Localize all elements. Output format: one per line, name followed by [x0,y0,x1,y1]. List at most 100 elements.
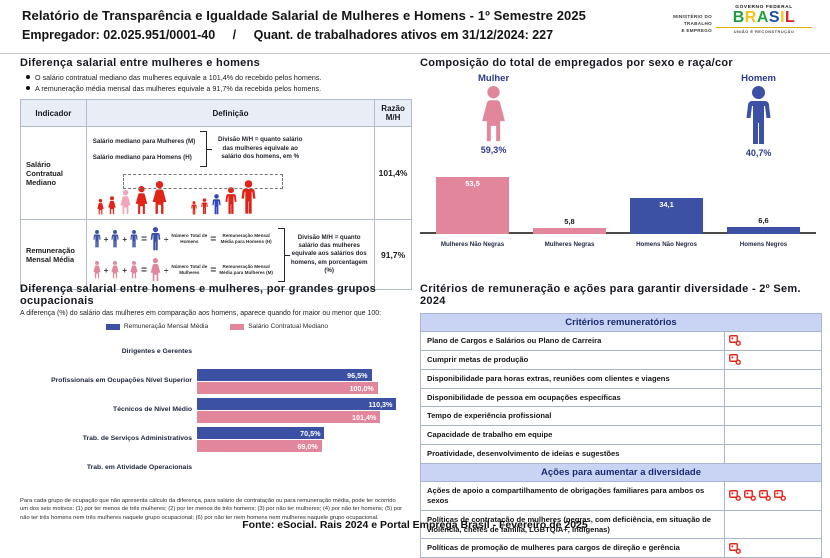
table-row: Disponibilidade para horas extras, reuni… [420,368,822,389]
red-mark-icon [759,490,771,502]
salary-gap-section: Diferença salarial entre mulheres e home… [20,57,412,290]
red-mark-icon [729,335,741,347]
brasil-wordmark: BRASIL [732,9,796,26]
occupational-title: Diferença salarial entre homens e mulher… [20,283,377,307]
composition-title: Composição do total de empregados por se… [420,57,733,69]
red-mark-icon [774,490,786,502]
bar-remuneracao: 70,5% [197,427,325,439]
salary-gap-bullets: O salário contratual mediano das mulhere… [26,73,412,93]
table-row: Ações de apoio a compartilhamento de obr… [420,481,822,511]
table-header-row: Indicador Definição Razão M/H [20,99,412,127]
report-header: Relatório de Transparência e Igualdade S… [0,0,830,54]
chart-row: Técnicos de Nível Médio 110,3% 101,4% [20,396,414,425]
marks-cell [729,542,817,554]
race-composition-bar-chart: 53,5 5,8 34,1 6,6 Mulheres Não Negras Mu… [420,168,822,248]
female-total: Mulher 59,3% [478,73,510,155]
man-icon [111,230,119,248]
bar-mulheres-negras [532,227,607,234]
bar-slot: 5,8 [521,168,618,234]
col-razao: Razão M/H [374,99,412,127]
man-icon [225,187,237,215]
man-icon [130,230,138,248]
bar-slot: 53,5 [424,168,521,234]
chart-row: Trab. de Serviços Administrativos 70,5% 6… [20,425,414,454]
woman-icon [150,258,161,282]
table-row: Proatividade, desenvolvimento de ideias … [420,444,822,465]
bracket-shape [200,131,213,167]
uniao-reconstrucao-label: UNIÃO E RECONSTRUÇÃO [716,26,812,34]
chart-legend: Remuneração Mensal Média Salário Contrat… [20,323,414,330]
chart-row: Trab. em Atividade Operacionais [86,464,192,472]
bar-mulheres-nao-negras [435,176,510,234]
composition-section: Composição do total de empregados por se… [420,57,822,248]
governo-federal-label: GOVERNO FEDERAL [735,5,793,10]
man-icon [745,86,772,146]
legend-item: Remuneração Mensal Média [105,323,208,330]
woman-icon [481,86,506,143]
woman-icon [93,261,101,279]
bar-homens-negros [726,226,801,234]
indicator-name: Salário Contratual Mediano [20,126,87,220]
average-formula-illustration: + + = ÷ Número Total de Homens = Remuner… [93,224,273,285]
chart-row: Dirigentes e Gerentes [121,348,192,356]
bar-remuneracao: 96,5% [197,369,372,381]
col-indicador: Indicador [20,99,87,127]
woman-icon [111,261,119,279]
chart-row: Profissionais em Ocupações Nível Superio… [20,367,414,396]
report-title: Relatório de Transparência e Igualdade S… [22,8,587,23]
bar-value-label: 5,8 [564,216,575,226]
bar-homens-nao-negros [629,197,704,234]
legend-item: Salário Contratual Mediano [230,323,328,330]
table-row: Remuneração Mensal Média + + = ÷ [20,219,412,290]
bar-value-label: 34,1 [659,199,674,209]
active-workers-count: Quant. de trabalhadores ativos em 31/12/… [253,28,554,42]
median-people-illustration [93,173,368,215]
red-mark-icon [744,490,756,502]
salary-gap-title: Diferença salarial entre mulheres e home… [20,57,261,69]
marks-cell [729,354,817,366]
occupational-subtitle: A diferença (%) do salário das mulheres … [20,310,382,317]
table-row: Cumprir metas de produção [420,349,822,370]
bar-salario: 101,4% [197,411,381,423]
occupational-bar-chart: Dirigentes e Gerentes Profissionais em O… [20,338,414,483]
bar-value-label: 6,6 [758,215,769,225]
man-icon-median [212,194,221,215]
table-row: Políticas de promoção de mulheres para c… [420,538,822,558]
male-total: Homem 40,7% [741,73,776,158]
legend-swatch-blue [105,323,120,330]
report-source-footer: Fonte: eSocial. Rais 2024 e Portal Empre… [242,519,588,531]
man-icon [93,230,101,248]
bar-remuneracao: 110,3% [197,398,397,410]
bullet-dot [26,86,30,90]
ratio-value: 101,4% [374,126,412,220]
woman-icon [135,186,148,215]
man-icon [201,198,208,215]
col-definicao: Definição [85,99,376,127]
category-labels: Mulheres Não Negras Mulheres Negras Home… [440,241,788,248]
bullet-dot [26,75,30,79]
indicator-definition: + + = ÷ Número Total de Homens = Remuner… [85,219,376,290]
bar-value-label: 53,5 [465,178,480,188]
gov-brasil-logo: GOVERNO FEDERAL BRASIL UNIÃO E RECONSTRU… [716,5,812,34]
marks-cell [729,335,817,347]
red-mark-icon [729,542,741,554]
man-icon [150,227,161,251]
red-mark-icon [729,490,741,502]
bracket-shape [278,227,291,282]
gender-totals: Mulher 59,3% Homem 40,7% [420,71,822,158]
indicator-definition: Salário mediano para Mulheres (M) Salári… [85,126,376,220]
man-icon [191,201,197,215]
ministry-logo-text: MINISTÉRIO DO TRABALHO E EMPREGO [673,14,712,33]
table-row: Tempo de experiência profissional [420,406,822,427]
bar-salario: 100,0% [197,382,378,394]
woman-icon-median [120,190,131,215]
table-row: Salário Contratual Mediano Salário media… [20,126,412,220]
indicator-table: Indicador Definição Razão M/H Salário Co… [20,99,412,290]
table-row: Plano de Cargos e Salários ou Plano de C… [420,331,822,351]
red-mark-icon [729,354,741,366]
bar-salario: 69,0% [197,440,322,452]
ratio-value: 91,7% [374,219,412,290]
subtitle-separator: / [232,28,237,42]
woman-icon [108,196,116,215]
chart-footnote: Para cada grupo de ocupação que não apre… [20,498,403,521]
